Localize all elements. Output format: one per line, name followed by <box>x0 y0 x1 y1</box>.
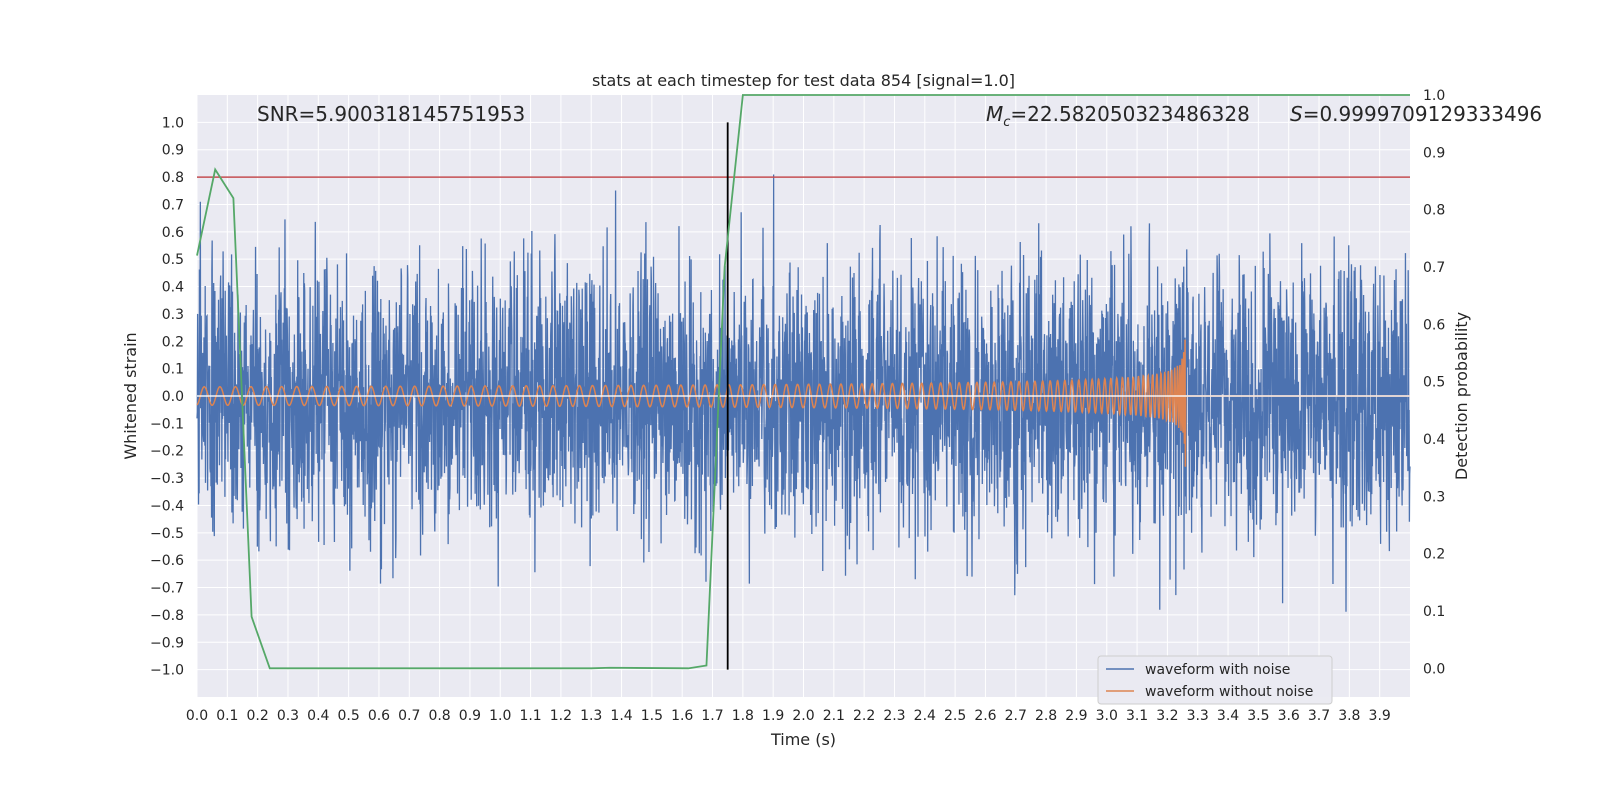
tick-labels: 0.0 0.1 0.2 0.3 0.4 0.5 0.6 0.7 0.8 0.9 1.0 1.1 1.2 1… <box>150 88 1445 724</box>
noise-series-group <box>196 174 1411 612</box>
x-tick-label: 2.9 <box>1065 708 1087 724</box>
x-tick-label: 3.6 <box>1278 708 1300 724</box>
x-tick-label: 1.4 <box>610 708 632 724</box>
y-tick-label: −0.9 <box>150 635 184 651</box>
x-tick-label: 2.2 <box>853 708 875 724</box>
y-tick-label: −0.4 <box>150 498 184 514</box>
x-tick-label: 1.5 <box>641 708 663 724</box>
x-tick-label: 1.7 <box>701 708 723 724</box>
y-tick-label: 0.3 <box>162 307 184 323</box>
x-tick-label: 3.9 <box>1369 708 1391 724</box>
x-tick-label: 1.2 <box>550 708 572 724</box>
x-tick-label: 1.9 <box>762 708 784 724</box>
y-tick-label: −0.8 <box>150 608 184 624</box>
x-tick-label: 2.7 <box>1005 708 1027 724</box>
y2-tick-label: 0.5 <box>1423 375 1445 391</box>
s-symbol: S <box>1290 102 1303 126</box>
y-axis-label: Whitened strain <box>121 332 140 459</box>
legend-box <box>1097 655 1333 705</box>
x-tick-label: 3.2 <box>1156 708 1178 724</box>
y2-tick-label: 1.0 <box>1423 88 1445 104</box>
y-tick-label: 0.8 <box>162 170 184 186</box>
y-tick-label: 0.2 <box>162 334 184 350</box>
y2-tick-label: 0.2 <box>1423 547 1445 563</box>
y-tick-label: 0.6 <box>162 225 184 241</box>
mc-subscript: c <box>1003 115 1010 130</box>
y-tick-label: 0.5 <box>162 252 184 268</box>
s-value: =0.9999709129333496 <box>1303 102 1542 126</box>
x-tick-label: 3.1 <box>1126 708 1148 724</box>
x-tick-label: 0.5 <box>337 708 359 724</box>
y-tick-label: −1.0 <box>150 663 184 679</box>
x-tick-label: 0.8 <box>428 708 450 724</box>
x-tick-label: 0.7 <box>398 708 420 724</box>
x-axis-label: Time (s) <box>770 730 836 749</box>
x-tick-label: 3.8 <box>1338 708 1360 724</box>
x-tick-label: 1.3 <box>580 708 602 724</box>
x-tick-label: 0.6 <box>368 708 390 724</box>
chirp-mass-annotation: Mc=22.582050323486328 <box>986 102 1250 130</box>
x-tick-label: 2.6 <box>974 708 996 724</box>
x-tick-label: 0.3 <box>277 708 299 724</box>
x-tick-label: 2.1 <box>823 708 845 724</box>
y-tick-label: −0.6 <box>150 553 184 569</box>
x-tick-label: 3.3 <box>1187 708 1209 724</box>
y-tick-label: 0.9 <box>162 143 184 159</box>
x-tick-label: 0.9 <box>459 708 481 724</box>
signal-waveform-line <box>196 339 1410 467</box>
y-tick-label: −0.3 <box>150 471 184 487</box>
x-tick-label: 1.0 <box>489 708 511 724</box>
y-tick-label: 1.0 <box>162 115 184 131</box>
x-tick-label: 1.1 <box>519 708 541 724</box>
signal-series-group <box>196 339 1410 467</box>
y2-tick-label: 0.0 <box>1423 661 1445 677</box>
y-tick-label: −0.2 <box>150 444 184 460</box>
x-tick-label: 0.0 <box>186 708 208 724</box>
x-tick-label: 3.5 <box>1247 708 1269 724</box>
x-tick-label: 2.4 <box>914 708 936 724</box>
chart-title: stats at each timestep for test data 854… <box>592 71 1015 90</box>
y-tick-label: 0.7 <box>162 197 184 213</box>
legend-label-noise: waveform with noise <box>1145 662 1290 678</box>
y2-tick-label: 0.9 <box>1423 145 1445 161</box>
x-tick-label: 3.4 <box>1217 708 1239 724</box>
x-tick-label: 2.5 <box>944 708 966 724</box>
snr-annotation: SNR=5.900318145751953 <box>257 102 525 126</box>
legend-label-signal: waveform without noise <box>1145 684 1313 700</box>
x-tick-label: 2.0 <box>792 708 814 724</box>
overlay-group <box>196 94 1410 670</box>
mc-symbol: M <box>986 102 1003 126</box>
y-tick-label: 0.4 <box>162 280 184 296</box>
mc-value: =22.582050323486328 <box>1010 102 1249 126</box>
y2-tick-label: 0.7 <box>1423 260 1445 276</box>
y2-tick-label: 0.3 <box>1423 489 1445 505</box>
x-tick-label: 2.8 <box>1035 708 1057 724</box>
y-tick-label: −0.1 <box>150 416 184 432</box>
x-tick-label: 1.8 <box>732 708 754 724</box>
y2-axis-label: Detection probability <box>1452 312 1471 480</box>
y-tick-label: −0.7 <box>150 581 184 597</box>
s-annotation: S=0.9999709129333496 <box>1290 102 1542 126</box>
x-tick-label: 2.3 <box>883 708 905 724</box>
y2-tick-label: 0.6 <box>1423 317 1445 333</box>
x-tick-label: 3.0 <box>1096 708 1118 724</box>
y2-tick-label: 0.8 <box>1423 203 1445 219</box>
legend: waveform with noise waveform without noi… <box>1097 655 1333 705</box>
detection-probability-line <box>196 94 1410 670</box>
y-tick-label: −0.5 <box>150 526 184 542</box>
x-tick-label: 0.1 <box>216 708 238 724</box>
x-tick-label: 0.4 <box>307 708 329 724</box>
y2-tick-label: 0.1 <box>1423 604 1445 620</box>
noise-waveform-line <box>196 174 1411 612</box>
x-tick-label: 3.7 <box>1308 708 1330 724</box>
y-tick-label: 0.0 <box>162 389 184 405</box>
y2-tick-label: 0.4 <box>1423 432 1445 448</box>
x-tick-label: 1.6 <box>671 708 693 724</box>
y-tick-label: 0.1 <box>162 362 184 378</box>
x-tick-label: 0.2 <box>247 708 269 724</box>
